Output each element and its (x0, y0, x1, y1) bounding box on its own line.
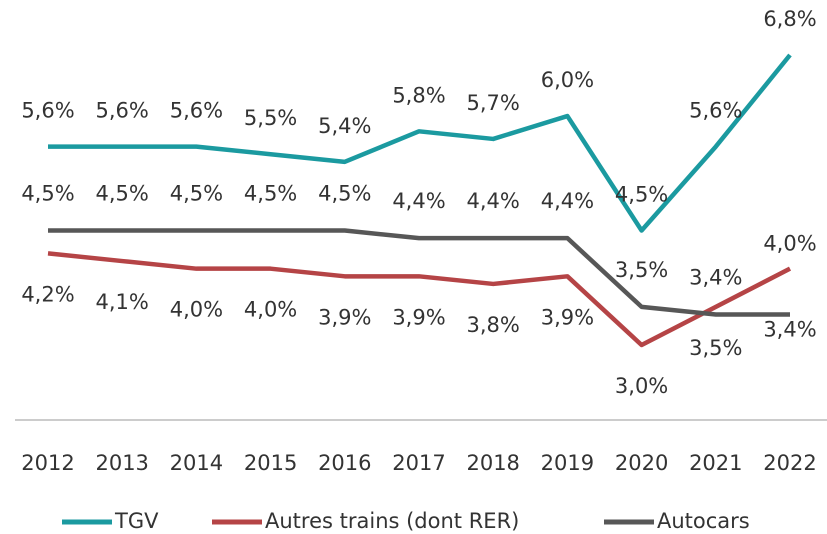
legend-label: Autocars (657, 509, 750, 533)
legend-label: Autres trains (dont RER) (265, 509, 519, 533)
data-label: 4,4% (541, 189, 594, 213)
x-tick-label: 2014 (170, 451, 223, 475)
data-label: 4,0% (170, 298, 223, 322)
data-label: 4,5% (615, 183, 668, 207)
data-label: 4,4% (467, 189, 520, 213)
data-label: 5,5% (244, 106, 297, 130)
line (48, 53, 792, 233)
data-label: 5,8% (392, 83, 445, 107)
data-label: 4,5% (170, 182, 223, 206)
line (48, 228, 790, 317)
data-label: 4,1% (96, 290, 149, 314)
data-label: 5,4% (318, 114, 371, 138)
data-label: 4,0% (763, 232, 816, 256)
data-label: 4,5% (244, 182, 297, 206)
x-tick-label: 2020 (615, 451, 668, 475)
data-label: 5,6% (96, 99, 149, 123)
x-tick-label: 2022 (763, 451, 816, 475)
legend-label: TGV (114, 509, 159, 533)
data-label: 3,9% (541, 305, 594, 329)
data-label: 3,5% (689, 336, 742, 360)
data-label: 5,6% (170, 99, 223, 123)
x-tick-label: 2015 (244, 451, 297, 475)
x-tick-label: 2016 (318, 451, 371, 475)
x-tick-label: 2019 (541, 451, 594, 475)
data-label: 4,4% (392, 189, 445, 213)
data-label: 3,4% (689, 265, 742, 289)
data-label: 3,9% (318, 305, 371, 329)
data-label: 3,4% (763, 317, 816, 341)
data-label: 3,5% (615, 258, 668, 282)
data-label: 3,8% (467, 313, 520, 337)
data-label: 6,0% (541, 68, 594, 92)
x-tick-label: 2021 (689, 451, 742, 475)
x-tick-label: 2017 (392, 451, 445, 475)
data-label: 5,6% (21, 99, 74, 123)
data-label: 4,2% (21, 282, 74, 306)
data-label: 5,6% (689, 99, 742, 123)
data-label: 3,0% (615, 374, 668, 398)
data-label: 6,8% (763, 7, 816, 31)
x-tick-label: 2012 (21, 451, 74, 475)
data-label: 5,7% (467, 91, 520, 115)
data-label: 4,5% (318, 182, 371, 206)
data-label: 4,5% (96, 182, 149, 206)
x-tick-label: 2018 (466, 451, 519, 475)
data-label: 4,5% (21, 182, 74, 206)
line (47, 251, 792, 348)
x-tick-label: 2013 (95, 451, 148, 475)
data-label: 4,0% (244, 298, 297, 322)
data-label: 3,9% (392, 305, 445, 329)
